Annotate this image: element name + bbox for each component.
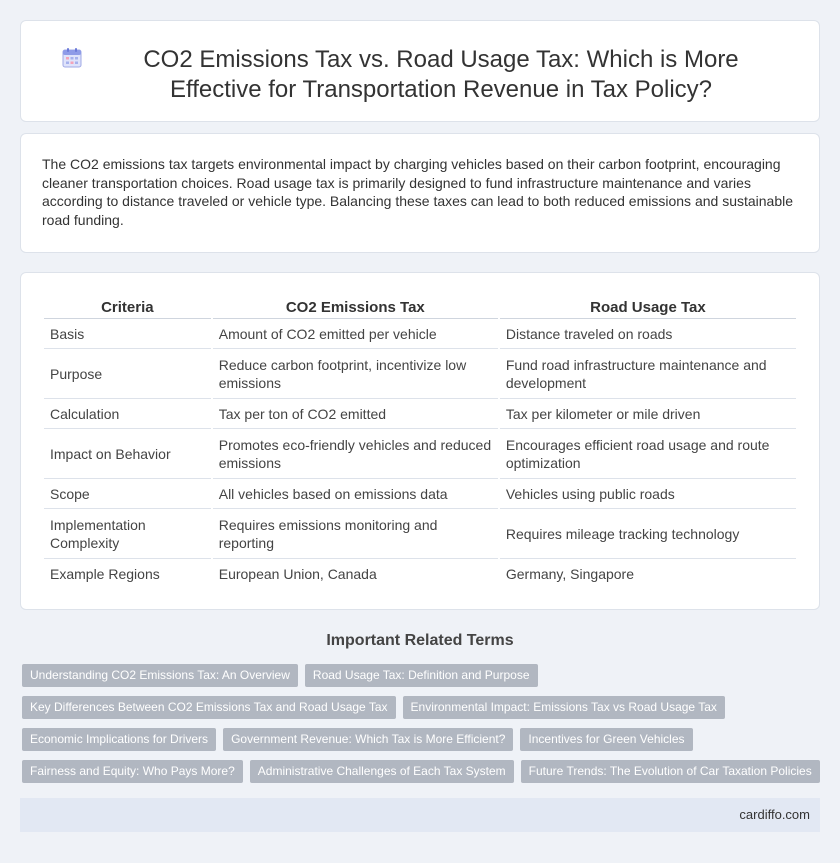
related-term-link[interactable]: Fairness and Equity: Who Pays More?: [22, 760, 243, 783]
related-term-link[interactable]: Understanding CO2 Emissions Tax: An Over…: [22, 664, 298, 687]
page-title: CO2 Emissions Tax vs. Road Usage Tax: Wh…: [143, 46, 739, 103]
title-card: CO2 Emissions Tax vs. Road Usage Tax: Wh…: [20, 20, 820, 122]
related-term-link[interactable]: Administrative Challenges of Each Tax Sy…: [249, 760, 514, 783]
table-cell: Implementation Complexity: [44, 509, 211, 559]
table-cell: All vehicles based on emissions data: [212, 479, 498, 509]
table-row: Basis Amount of CO2 emitted per vehicle …: [44, 319, 796, 349]
table-row: Impact on Behavior Promotes eco-friendly…: [44, 429, 796, 479]
table-cell: Promotes eco-friendly vehicles and reduc…: [212, 429, 498, 479]
table-cell: Calculation: [44, 399, 211, 429]
related-term-link[interactable]: Key Differences Between CO2 Emissions Ta…: [22, 696, 396, 719]
table-row: Scope All vehicles based on emissions da…: [44, 479, 796, 509]
footer-site-link[interactable]: cardiffo.com: [739, 807, 810, 822]
table-cell: Requires mileage tracking technology: [499, 509, 796, 559]
table-cell: Requires emissions monitoring and report…: [212, 509, 498, 559]
table-row: Example Regions European Union, Canada G…: [44, 559, 796, 589]
related-term-link[interactable]: Future Trends: The Evolution of Car Taxa…: [520, 760, 820, 783]
table-cell: Basis: [44, 319, 211, 349]
comparison-table: Criteria CO2 Emissions Tax Road Usage Ta…: [42, 297, 798, 589]
table-cell: Germany, Singapore: [505, 566, 634, 582]
related-terms-list: Understanding CO2 Emissions Tax: An Over…: [22, 664, 822, 792]
table-row: Purpose Reduce carbon footprint, incenti…: [44, 349, 796, 399]
table-cell: Tax per kilometer or mile driven: [499, 399, 796, 429]
table-row: Implementation Complexity Requires emiss…: [44, 509, 796, 559]
footer: cardiffo.com: [20, 798, 820, 832]
table-row: Calculation Tax per ton of CO2 emitted T…: [44, 399, 796, 429]
header-road-tax: Road Usage Tax: [499, 297, 796, 319]
table-cell: Scope: [44, 479, 211, 509]
summary-card: The CO2 emissions tax targets environmen…: [20, 133, 820, 253]
table-cell: European Union, Canada: [218, 566, 377, 582]
table-cell: Purpose: [44, 349, 211, 399]
related-term-link[interactable]: Road Usage Tax: Definition and Purpose: [304, 664, 538, 687]
related-term-link[interactable]: Incentives for Green Vehicles: [520, 728, 693, 751]
related-terms-title: Important Related Terms: [326, 632, 514, 649]
related-term-link[interactable]: Environmental Impact: Emissions Tax vs R…: [402, 696, 725, 719]
table-cell: Impact on Behavior: [44, 429, 211, 479]
table-cell: Vehicles using public roads: [499, 479, 796, 509]
related-term-link[interactable]: Government Revenue: Which Tax is More Ef…: [223, 728, 514, 751]
table-cell: Tax per ton of CO2 emitted: [212, 399, 498, 429]
related-term-link[interactable]: Economic Implications for Drivers: [22, 728, 217, 751]
summary-text: The CO2 emissions tax targets environmen…: [42, 156, 794, 228]
calendar-icon: [62, 48, 82, 68]
table-cell: Encourages efficient road usage and rout…: [499, 429, 796, 479]
table-cell: Distance traveled on roads: [499, 319, 796, 349]
header-co2-tax: CO2 Emissions Tax: [212, 297, 498, 319]
table-cell: Amount of CO2 emitted per vehicle: [212, 319, 498, 349]
table-cell: Reduce carbon footprint, incentivize low…: [212, 349, 498, 399]
header-criteria: Criteria: [44, 297, 211, 319]
table-cell: Example Regions: [50, 566, 160, 582]
comparison-card: Criteria CO2 Emissions Tax Road Usage Ta…: [20, 272, 820, 610]
table-cell: Fund road infrastructure maintenance and…: [499, 349, 796, 399]
